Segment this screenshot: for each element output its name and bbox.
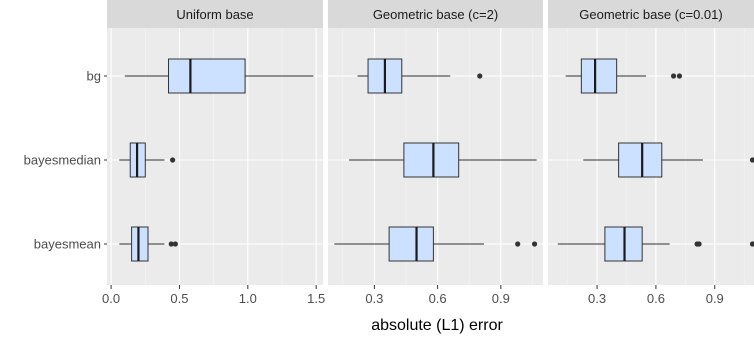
outlier-point	[170, 157, 176, 163]
x-tick-label: 0.9	[492, 291, 510, 306]
y-tick-label-bayesmean: bayesmean	[34, 237, 101, 252]
x-tick-label: 0.0	[102, 291, 120, 306]
x-tick-label: 0.6	[429, 291, 447, 306]
iqr-box	[168, 58, 246, 94]
y-tick-labels: bg bayesmedian bayesmean	[24, 69, 107, 252]
x-tick-label: 1.5	[307, 291, 325, 306]
x-axis-title: absolute (L1) error	[371, 317, 503, 334]
box-bayesmean	[119, 226, 178, 262]
panel-strip	[107, 0, 323, 28]
panel-2: Geometric base (c=2) 0.3 0.6 0.9	[328, 0, 543, 306]
iqr-box	[403, 142, 460, 178]
box-bayesmedian	[349, 142, 537, 178]
panel-3: Geometric base (c=0.01) 0.3 0.6 0.9	[548, 0, 754, 306]
x-tick-label: 1.0	[239, 291, 257, 306]
box-bayesmedian	[583, 142, 754, 178]
outlier-point	[749, 157, 754, 163]
outlier-point	[749, 241, 754, 247]
x-tick-label: 0.5	[170, 291, 188, 306]
outlier-point	[515, 241, 521, 247]
outlier-point	[477, 73, 483, 79]
box-bg	[565, 58, 683, 94]
y-tick-label-bayesmedian: bayesmedian	[24, 153, 101, 168]
outlier-point	[676, 73, 683, 79]
y-tick-label-bg: bg	[87, 69, 101, 84]
box-bayesmedian	[119, 142, 176, 178]
x-tick-label: 0.9	[706, 291, 724, 306]
outlier-point	[531, 241, 538, 247]
iqr-box	[131, 226, 149, 262]
panel-strip	[328, 0, 543, 28]
iqr-box	[618, 142, 663, 178]
x-tick-label: 0.3	[365, 291, 383, 306]
panel-strip	[548, 0, 754, 28]
panel-1: Uniform base 0.0 0.5 1.0 1.5	[102, 0, 325, 306]
outlier-point	[670, 73, 677, 79]
box-bayesmean	[557, 226, 754, 262]
x-tick-label: 0.3	[588, 291, 606, 306]
box-bayesmean	[334, 226, 538, 262]
iqr-box	[388, 226, 434, 262]
panel-title: Geometric base (c=0.01)	[579, 7, 722, 22]
outlier-point	[172, 241, 178, 247]
panel-title: Uniform base	[176, 7, 253, 22]
iqr-box	[580, 58, 618, 94]
outlier-point	[696, 241, 702, 247]
panel-title: Geometric base (c=2)	[373, 7, 498, 22]
box-bg	[124, 58, 314, 94]
box-bg	[357, 58, 483, 94]
outlier-point	[168, 241, 174, 247]
x-tick-label: 0.6	[647, 291, 665, 306]
